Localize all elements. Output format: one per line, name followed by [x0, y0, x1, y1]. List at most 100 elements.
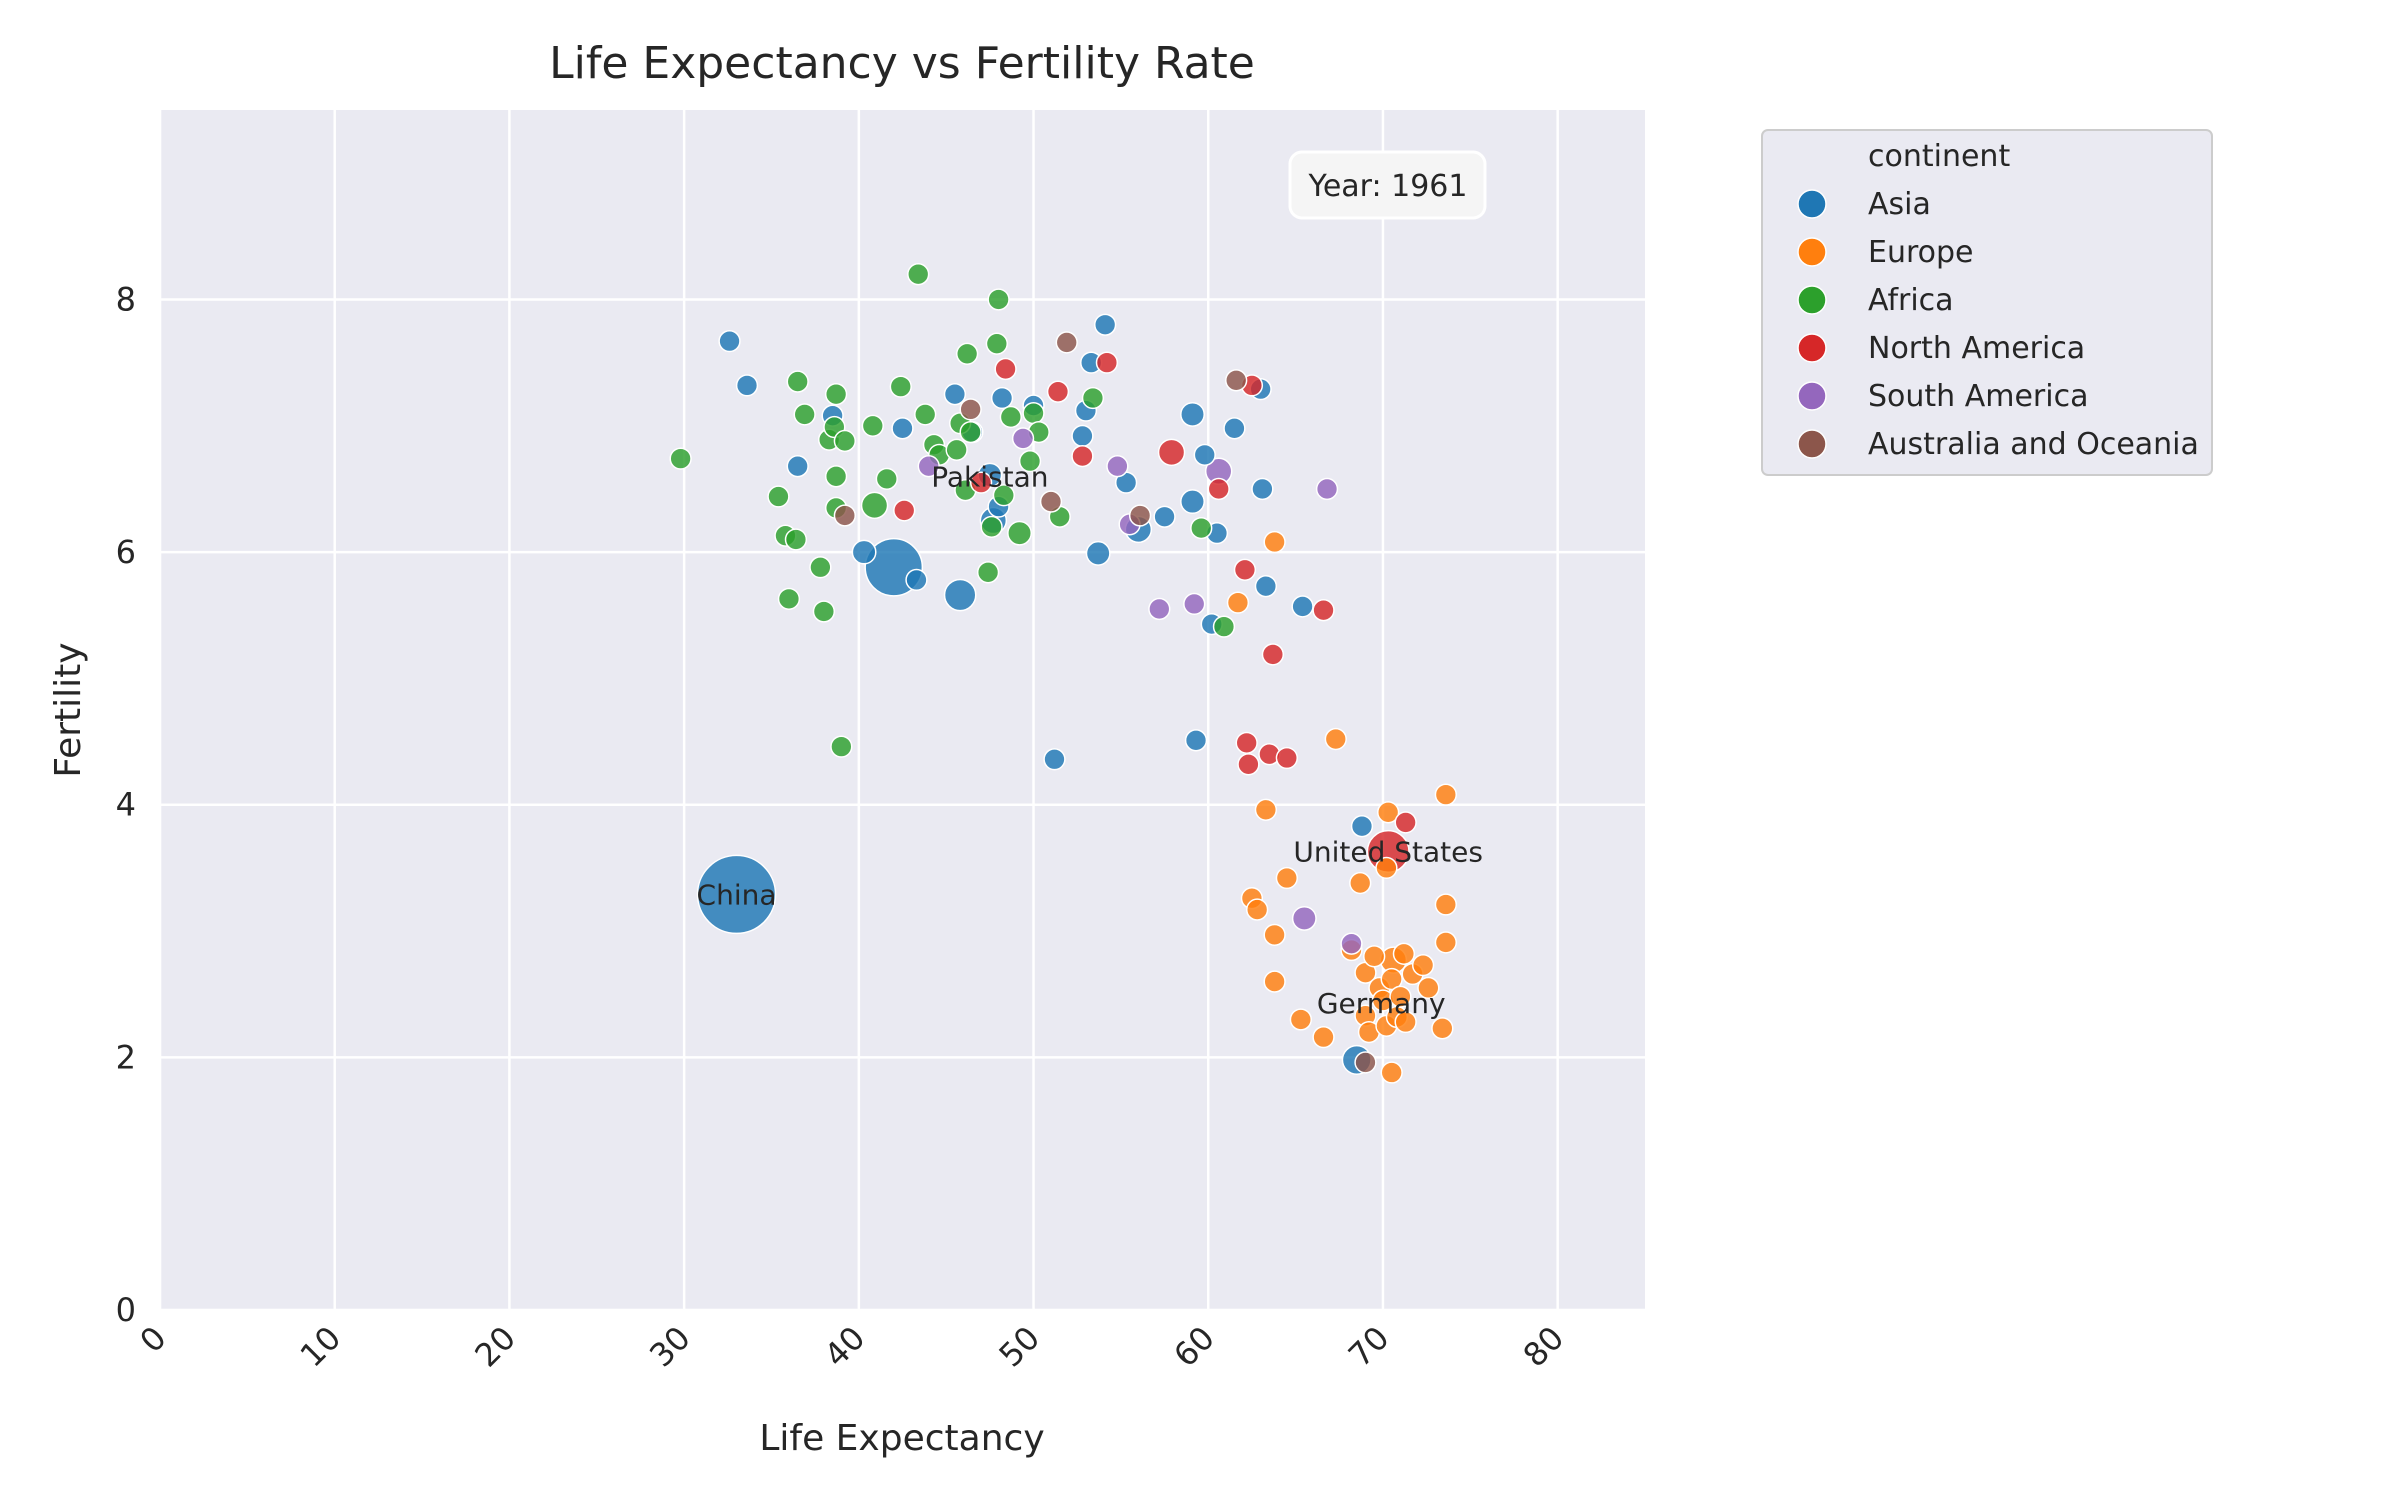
data-point [1312, 1026, 1335, 1049]
data-point [1275, 866, 1299, 890]
legend-entry: South America [1868, 379, 2088, 414]
data-point [992, 484, 1015, 507]
data-point [1007, 520, 1033, 546]
data-point [955, 342, 979, 365]
plot-background [160, 110, 1645, 1310]
data-point [851, 539, 877, 565]
data-point [1190, 516, 1213, 540]
legend-entry: Europe [1868, 235, 1974, 270]
data-point [1180, 401, 1205, 427]
data-point [735, 374, 759, 397]
data-point [1207, 477, 1230, 501]
data-point [1071, 444, 1094, 468]
data-point [976, 561, 1000, 584]
x-tick-label: 20 [467, 1319, 523, 1375]
data-point [1095, 351, 1119, 374]
point-annotation: United States [1293, 835, 1483, 868]
data-point [830, 735, 853, 758]
data-point [1233, 558, 1257, 581]
data-point [833, 429, 856, 453]
data-point [1251, 477, 1274, 501]
data-point [1263, 923, 1286, 946]
data-point [809, 556, 832, 579]
data-point [914, 403, 937, 426]
x-tick-label: 10 [293, 1319, 349, 1375]
data-point [1153, 505, 1176, 528]
data-point [1223, 417, 1246, 440]
data-point [959, 420, 982, 444]
point-annotation: China [697, 878, 777, 911]
data-point [669, 447, 692, 470]
data-point [1071, 424, 1094, 448]
data-point [990, 386, 1014, 410]
data-point [718, 330, 741, 353]
data-point [1375, 856, 1398, 880]
legend-title: continent [1868, 139, 2010, 174]
annotations: China Pakistan United States Germany [697, 460, 1483, 1020]
data-point [1291, 595, 1314, 618]
data-point [1315, 477, 1339, 501]
legend-entry: North America [1868, 331, 2085, 366]
y-tick-label: 0 [116, 1291, 136, 1329]
x-tick-label: 40 [817, 1319, 873, 1375]
data-point [1246, 898, 1269, 921]
data-point [1350, 815, 1374, 838]
data-point [875, 467, 898, 490]
data-point [889, 375, 912, 398]
data-point [1324, 727, 1347, 751]
y-tick-label: 2 [116, 1038, 136, 1076]
data-point [1043, 748, 1066, 771]
legend-entry: Australia and Oceania [1868, 427, 2199, 462]
data-point [1254, 798, 1278, 821]
legend-entry: Asia [1868, 187, 1931, 222]
data-point [907, 263, 930, 286]
legend-marker [1797, 285, 1827, 315]
data-point [1022, 402, 1045, 425]
legend-entry: Africa [1868, 283, 1954, 318]
data-point [1380, 1061, 1403, 1084]
data-point [1254, 575, 1278, 598]
data-point [777, 587, 801, 610]
data-point [917, 455, 940, 478]
data-point [1377, 801, 1400, 824]
data-point [824, 465, 848, 488]
data-point [767, 485, 790, 508]
data-point [1394, 811, 1417, 834]
data-point [860, 491, 889, 520]
point-annotation: Pakistan [931, 460, 1048, 493]
x-tick-label: 0 [132, 1319, 173, 1360]
data-point [1011, 427, 1035, 450]
x-tick-label: 70 [1341, 1319, 1397, 1375]
data-point [1148, 597, 1171, 621]
data-point [1212, 615, 1236, 638]
data-point [1039, 490, 1063, 513]
year-label: Year: 1961 [1308, 169, 1468, 204]
legend-marker [1797, 333, 1827, 363]
data-point [1434, 783, 1457, 806]
legend-marker [1797, 237, 1827, 267]
legend-marker [1797, 429, 1827, 459]
y-tick-label: 8 [116, 280, 136, 318]
data-point [999, 405, 1022, 429]
x-tick-label: 80 [1516, 1319, 1572, 1375]
data-points [669, 263, 1457, 1084]
data-point [1291, 905, 1317, 931]
data-point [1226, 591, 1250, 614]
data-point [985, 332, 1008, 355]
x-tick-label: 50 [992, 1319, 1048, 1375]
data-point [1183, 592, 1206, 616]
data-point [1263, 970, 1286, 993]
data-point [1046, 380, 1070, 403]
legend-frame [1761, 129, 2213, 476]
data-point [824, 383, 848, 406]
data-point [786, 455, 809, 478]
data-point [943, 578, 977, 612]
data-point [1312, 599, 1335, 622]
data-point [793, 403, 816, 426]
data-point [891, 417, 914, 440]
data-point [1434, 893, 1457, 916]
data-point [1235, 731, 1258, 754]
data-point [1275, 746, 1299, 770]
data-point [1128, 504, 1152, 527]
data-point [696, 854, 777, 935]
